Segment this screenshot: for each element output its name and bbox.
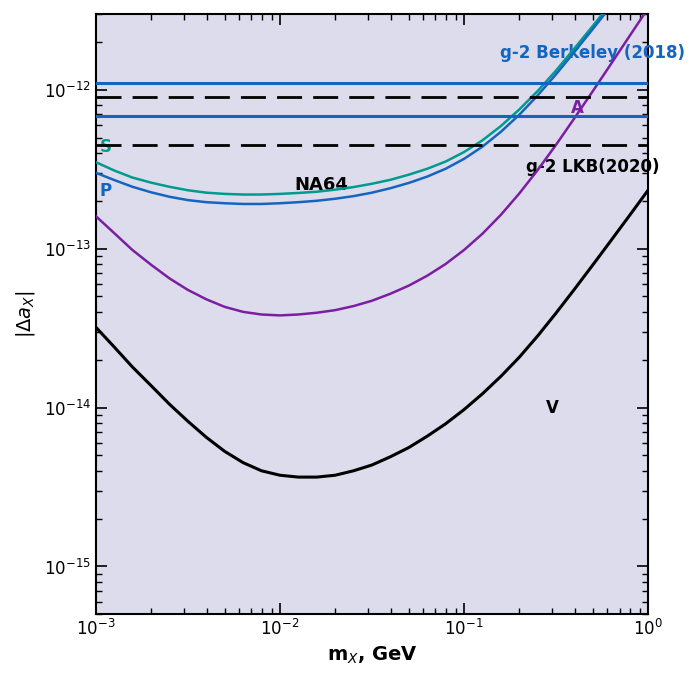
- X-axis label: m$_X$, GeV: m$_X$, GeV: [326, 645, 417, 666]
- Text: NA64: NA64: [295, 176, 349, 194]
- Text: V: V: [546, 399, 559, 418]
- Text: g-2 LKB(2020): g-2 LKB(2020): [526, 158, 659, 175]
- Y-axis label: $|\Delta a_X|$: $|\Delta a_X|$: [14, 290, 37, 338]
- Text: A: A: [570, 99, 584, 117]
- Text: S: S: [100, 137, 112, 156]
- Text: g-2 Berkeley (2018): g-2 Berkeley (2018): [500, 44, 685, 63]
- Text: P: P: [100, 182, 112, 201]
